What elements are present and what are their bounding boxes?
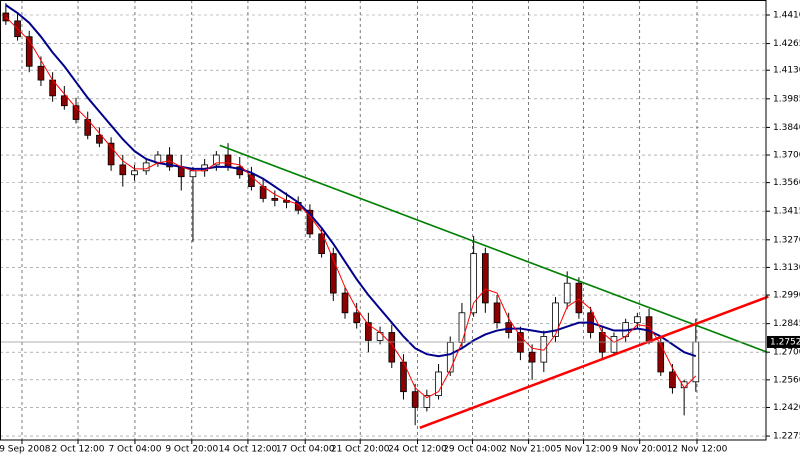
candle-body: [540, 336, 548, 363]
candle-body: [435, 371, 442, 397]
candle-body: [669, 371, 676, 389]
x-tick-label: 9 Oct 20:00: [165, 445, 218, 455]
candle-body: [142, 162, 150, 172]
candle-body: [634, 316, 641, 324]
x-tick-label: 2 Oct 12:00: [52, 445, 105, 455]
candle-body: [563, 282, 571, 304]
x-tick-label: 12 Nov 12:00: [667, 445, 728, 455]
candle-body: [692, 341, 700, 383]
y-tick-label: 1.2845: [773, 319, 800, 329]
candle-body: [552, 302, 559, 337]
candle-body: [365, 322, 372, 341]
x-tick-label: 5 Nov 12:00: [556, 445, 611, 455]
candle-body: [119, 164, 127, 176]
candle-body: [248, 174, 255, 187]
candle-body: [25, 36, 33, 67]
trendline: [419, 295, 769, 429]
candle-body: [131, 170, 138, 176]
candle-body: [353, 312, 361, 324]
candle-body: [96, 134, 103, 144]
x-tick-label: 24 Oct 12:00: [388, 445, 447, 455]
y-tick-label: 1.2700: [773, 348, 800, 358]
candle-body: [411, 391, 419, 408]
candle-body: [271, 198, 279, 201]
candle-body: [224, 154, 232, 168]
candle-body: [213, 154, 220, 166]
x-tick-label: 9 Nov 20:00: [612, 445, 667, 455]
candle-body: [189, 170, 197, 178]
candle-body: [60, 95, 68, 107]
y-tick-label: 1.3415: [773, 207, 800, 217]
candle-body: [528, 351, 536, 363]
y-tick-label: 1.2420: [773, 403, 800, 413]
plot-frame: [0, 0, 767, 441]
y-tick-label: 1.3270: [773, 235, 800, 245]
candle-body: [388, 332, 396, 363]
trendline: [219, 144, 769, 354]
candle-body: [341, 292, 349, 314]
x-tick-label: 29 Oct 04:00: [443, 445, 502, 455]
y-tick-label: 1.3130: [773, 263, 800, 273]
candle-body: [493, 302, 501, 324]
candle-body: [306, 209, 314, 235]
x-tick-label: 14 Oct 12:00: [219, 445, 278, 455]
y-tick-label: 1.2560: [773, 375, 800, 385]
x-tick-label: 21 Oct 20:00: [331, 445, 390, 455]
candle-body: [446, 341, 454, 373]
candle-body: [376, 332, 384, 341]
candle-body: [107, 142, 115, 166]
y-tick-label: 1.2990: [773, 291, 800, 301]
candle-body: [610, 336, 618, 353]
candle-body: [177, 166, 185, 178]
x-tick-label: 7 Oct 04:00: [108, 445, 161, 455]
candle-body: [657, 341, 665, 373]
candle-body: [329, 253, 337, 294]
candle-body: [72, 105, 80, 120]
y-tick-label: 1.4265: [773, 39, 800, 49]
y-tick-label: 1.3985: [773, 94, 800, 104]
candle-body: [458, 312, 466, 343]
candle-body: [37, 65, 45, 81]
moving-average: [5, 16, 697, 399]
last-price-box: [767, 335, 800, 348]
candle-body: [470, 253, 477, 314]
y-tick-label: 1.4410: [773, 10, 800, 20]
y-tick-label: 1.3840: [773, 123, 800, 133]
x-tick-label: 29 Sep 2008: [0, 445, 51, 455]
x-tick-label: 17 Oct 04:00: [276, 445, 335, 455]
y-tick-label: 1.3560: [773, 178, 800, 188]
candle-body: [423, 395, 431, 408]
moving-average: [5, 4, 697, 358]
candle-body: [482, 253, 489, 304]
candle-body: [318, 233, 325, 255]
last-price-label: 1.2752: [770, 337, 800, 347]
candle-body: [575, 282, 583, 314]
y-tick-label: 1.3700: [773, 151, 800, 161]
y-tick-label: 1.2275: [773, 432, 800, 442]
y-tick-label: 1.4130: [773, 66, 800, 76]
x-tick-label: 2 Nov 21:00: [501, 445, 556, 455]
